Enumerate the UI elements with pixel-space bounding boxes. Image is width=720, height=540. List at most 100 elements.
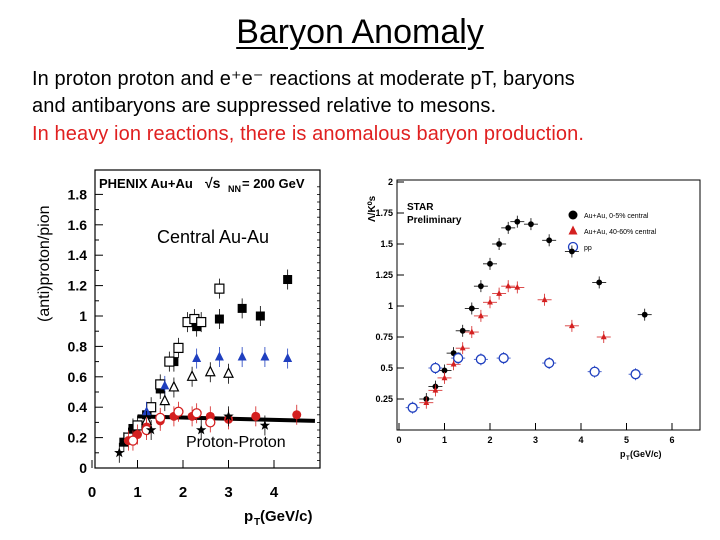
left-data-point [214,314,224,324]
right-data-point [477,283,484,290]
right-x-tick-label: 3 [533,435,538,445]
left-data-point [237,351,247,361]
right-x-axis-unit: (GeV/c) [630,449,662,459]
left-y-tick-label: 0.2 [68,430,88,446]
right-data-point [430,362,441,374]
right-y-tick-label: 1.75 [375,208,393,218]
right-x-axis-label-sub: T [626,456,630,462]
right-y-tick-label: 2 [388,177,393,187]
right-x-tick-label: 4 [578,435,583,445]
right-data-point [496,290,503,296]
left-data-point [292,410,302,420]
right-data-point [505,282,512,289]
right-data-point [407,402,418,413]
right-chart-header-2: Preliminary [407,215,462,226]
left-data-point [283,275,293,285]
right-data-point [505,224,512,231]
left-data-point [145,424,157,435]
left-chart-header: PHENIX Au+Au [99,176,193,191]
right-legend-marker [568,225,578,235]
left-y-tick-label: 0 [79,460,87,476]
left-data-point [127,435,139,446]
left-data-point [251,411,261,421]
left-data-point [142,406,152,416]
left-data-point [173,406,184,417]
left-data-point [196,316,207,328]
right-x-tick-label: 0 [396,435,401,445]
right-data-point [630,369,641,380]
right-data-point [468,328,475,335]
left-data-point [260,351,270,361]
right-data-point [528,221,534,228]
right-y-tick-label: 1.5 [380,239,393,249]
right-x-axis-label: p [620,449,626,459]
left-y-tick-label: 0.8 [68,338,88,354]
right-data-point [459,344,466,351]
text-line-3: In heavy ion reactions, there is anomalo… [32,123,584,145]
left-y-tick-label: 1.8 [68,186,88,202]
right-data-point [475,354,487,365]
right-data-point [487,298,493,305]
right-x-tick-label: 5 [624,435,629,445]
left-x-tick-label: 1 [133,484,141,501]
left-x-tick-label: 3 [224,484,232,501]
left-data-point [173,342,184,354]
left-data-point [168,380,180,392]
left-energy-label: √s [205,175,221,191]
left-data-point [196,424,207,435]
left-data-point [214,283,225,294]
left-x-axis-unit: (GeV/c) [260,508,313,525]
right-y-tick-label: 0.5 [380,363,393,373]
right-data-point [568,248,575,255]
left-data-point [186,369,198,381]
right-data-point [514,218,521,225]
left-y-tick-label: 1.2 [68,278,88,294]
right-y-axis-label: Λ/K⁰s [367,195,378,222]
left-energy-value: = 200 GeV [242,176,305,191]
left-plot-frame [94,169,321,469]
right-data-point [477,312,484,319]
left-data-point [159,394,171,406]
right-data-point [498,352,509,364]
right-data-point [641,311,648,318]
left-data-point [205,417,216,428]
left-y-tick-label: 1 [79,308,87,324]
right-x-tick-label: 2 [487,435,492,445]
right-data-point [600,333,607,340]
left-data-point [223,366,234,378]
left-data-point [160,380,170,390]
right-data-point [450,360,457,367]
left-y-tick-label: 0.4 [68,399,88,415]
text-line-1: In proton proton and e⁺e⁻ reactions at m… [32,68,575,90]
left-data-point [192,353,202,363]
annotation-central-au-au: Central Au-Au [157,227,269,247]
annotation-proton-proton: Proton-Proton [186,434,286,451]
right-y-tick-label: 0.75 [375,332,393,342]
left-x-axis-label: p [244,508,253,525]
right-data-point [546,237,553,244]
right-data-point [496,241,503,247]
left-energy-sub: NN [228,184,241,194]
right-data-point [423,399,430,405]
left-data-point [164,356,175,367]
left-data-point [255,311,265,321]
right-legend-label: pp [584,245,592,252]
right-data-point [487,260,493,267]
right-data-point [441,367,448,374]
left-y-tick-label: 0.6 [68,369,88,385]
left-data-point [223,410,234,421]
right-data-point [459,327,466,334]
right-data-point [596,279,603,286]
right-plot-frame [396,179,701,431]
right-legend-marker [568,210,578,220]
left-y-tick-label: 1.4 [68,247,88,263]
left-x-tick-label: 2 [179,484,187,501]
right-data-point [541,296,548,303]
right-x-tick-label: 1 [442,435,447,445]
left-data-point [237,303,247,313]
left-x-tick-label: 0 [88,484,96,501]
right-y-tick-label: 1.25 [375,270,393,280]
right-data-point [432,386,439,393]
left-y-tick-label: 1.6 [68,217,88,233]
left-data-point [191,408,202,419]
